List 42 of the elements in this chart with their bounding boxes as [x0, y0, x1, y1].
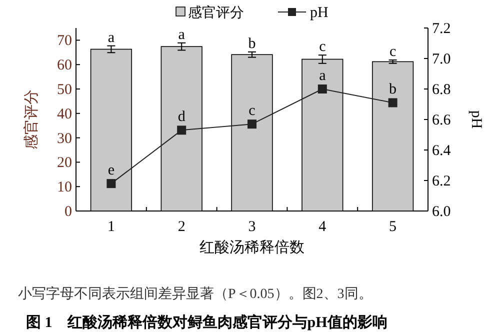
legend-label: 感官评分 [188, 5, 244, 21]
data-label: c [389, 44, 396, 60]
y2-axis-title: pH [468, 110, 484, 129]
y-tick-label: 10 [57, 180, 72, 196]
y2-tick-label: 6.2 [432, 174, 451, 190]
y2-tick-label: 6.4 [432, 143, 452, 159]
y-tick-label: 40 [57, 106, 72, 122]
y-tick-label: 60 [57, 58, 72, 74]
data-label: b [389, 82, 397, 98]
data-label: a [108, 30, 115, 46]
point [248, 120, 256, 129]
x-tick-label: 4 [318, 219, 327, 235]
data-label: a [178, 26, 186, 43]
point [318, 84, 327, 94]
x-axis-title: 红酸汤稀释倍数 [200, 239, 304, 256]
data-label: c [248, 103, 256, 120]
x-tick-label: 2 [178, 219, 186, 235]
data-label: b [248, 36, 256, 52]
y2-tick-label: 6.8 [432, 82, 451, 98]
y2-tick-label: 6.0 [432, 204, 451, 220]
y-tick-label: 70 [57, 33, 72, 50]
x-tick-label: 1 [107, 219, 115, 235]
y2-tick-label: 6.6 [432, 112, 452, 128]
data-label: e [108, 162, 115, 179]
legend-label: pH [310, 5, 328, 21]
data-label: c [319, 39, 326, 56]
x-tick-label: 5 [389, 219, 397, 235]
y-tick-label: 50 [57, 82, 72, 98]
x-tick-label: 3 [248, 219, 256, 235]
point [177, 126, 186, 135]
y2-tick-label: 7.0 [432, 52, 451, 68]
data-label: a [319, 68, 326, 84]
y-tick-label: 30 [57, 130, 72, 147]
y-tick-label: 20 [57, 155, 72, 172]
point [106, 179, 116, 188]
y-tick-label: 0 [64, 204, 72, 220]
y2-tick-label: 7.2 [432, 21, 451, 37]
y-axis-title: 感官评分 [23, 90, 40, 150]
point [388, 98, 398, 108]
text: 图 1 红酸汤稀释倍数对鲟鱼肉感官评分与pH值的影响 [26, 313, 388, 331]
text: 小写字母不同表示组间差异显著（P＜0.05）。图2、3同。 [18, 286, 372, 302]
data-label: d [178, 109, 186, 126]
